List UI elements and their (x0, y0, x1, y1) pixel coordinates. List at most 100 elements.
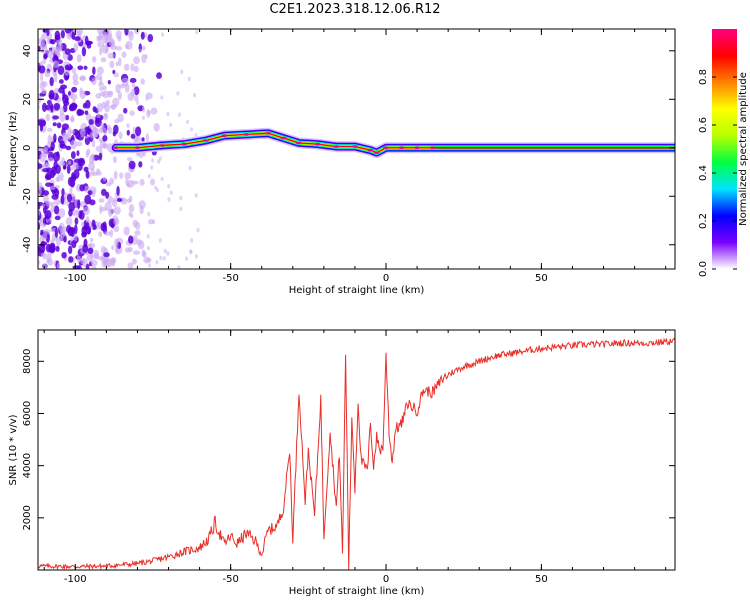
noise-blob (73, 43, 79, 52)
ridge-peak (264, 131, 271, 135)
noise-blob (57, 65, 65, 76)
noise-blob (118, 131, 123, 140)
noise-blob (74, 217, 79, 225)
noise-blob (117, 91, 123, 100)
noise-blob (189, 249, 193, 255)
noise-blob (41, 223, 46, 228)
noise-blob (66, 164, 71, 174)
noise-blob (98, 86, 105, 91)
noise-blob (194, 132, 198, 138)
noise-blob (160, 176, 164, 182)
noise-blob (177, 112, 181, 117)
noise-blob (84, 110, 89, 115)
noise-blob (80, 221, 85, 228)
noise-blob (45, 113, 51, 122)
noise-blob (59, 144, 67, 149)
colorbar-tick-label: 0.4 (698, 165, 709, 181)
noise-blob (38, 163, 43, 169)
noise-blob (43, 53, 49, 59)
noise-blob (153, 122, 160, 132)
noise-blob (42, 58, 47, 65)
noise-blob (98, 81, 104, 87)
noise-blob (103, 252, 110, 258)
noise-blob (128, 235, 134, 244)
snr-y-tick-label: 4000 (22, 453, 33, 478)
noise-blob (38, 181, 43, 191)
noise-blob (121, 51, 127, 58)
noise-blob (138, 200, 146, 209)
spectrogram-area (38, 29, 675, 269)
noise-blob (92, 127, 99, 133)
noise-blob (150, 107, 158, 115)
noise-blob (167, 184, 171, 189)
noise-blob (102, 135, 108, 142)
noise-blob (147, 33, 154, 43)
noise-blob (95, 117, 100, 124)
noise-blob (61, 226, 67, 233)
noise-blob (90, 259, 98, 267)
noise-blob (190, 238, 194, 243)
noise-blob (61, 123, 70, 131)
noise-blob (92, 66, 96, 76)
noise-blob (145, 96, 149, 101)
noise-blob (42, 168, 50, 173)
noise-blob (71, 67, 77, 74)
spectrogram-x-tick-label: 0 (383, 273, 389, 284)
noise-blob (39, 123, 44, 132)
noise-blob (70, 139, 78, 150)
noise-blob (61, 251, 67, 259)
ridge-peak (159, 144, 166, 147)
noise-blob (138, 48, 142, 54)
noise-blob (146, 234, 150, 239)
noise-blob (113, 124, 119, 135)
noise-blob (65, 114, 70, 121)
noise-blob (107, 91, 113, 98)
ridge-peak (383, 146, 390, 150)
snr-area (38, 337, 675, 570)
noise-blob (167, 197, 171, 202)
spectrogram-x-axis-label: Height of straight line (km) (289, 285, 425, 296)
noise-blob (148, 263, 152, 268)
noise-blob (128, 195, 133, 202)
noise-blob (112, 156, 117, 164)
noise-blob (68, 201, 76, 212)
snr-x-tick-label: -100 (64, 574, 87, 585)
noise-blob (54, 228, 59, 238)
noise-blob (84, 194, 92, 205)
colorbar: 0.0 0.2 0.4 0.6 0.8 Normalized spectral ampli… (698, 29, 749, 277)
ridge-peak (414, 146, 421, 150)
noise-blob (188, 165, 192, 171)
noise-blob (126, 183, 131, 188)
noise-blob (65, 145, 72, 151)
noise-blob (73, 36, 81, 41)
noise-blob (155, 260, 159, 265)
noise-blob (67, 127, 72, 136)
noise-blob (76, 54, 82, 63)
noise-blob (82, 244, 89, 253)
noise-blob (76, 108, 83, 117)
noise-blob (71, 31, 76, 40)
noise-blob (56, 39, 63, 45)
noise-blob (81, 231, 87, 238)
noise-blob (75, 141, 83, 147)
noise-blob (141, 137, 145, 142)
ridge-peak (112, 146, 119, 150)
noise-blob (55, 245, 60, 252)
noise-blob (112, 97, 120, 107)
ridge-peak (398, 146, 405, 150)
noise-blob (142, 250, 147, 258)
noise-blob (40, 72, 44, 82)
noise-blob (141, 45, 146, 51)
noise-blob (113, 225, 120, 233)
noise-blob (77, 199, 81, 210)
colorbar-gradient (712, 29, 737, 269)
ridge-peak (243, 133, 250, 136)
noise-blob (156, 72, 162, 79)
noise-blob (93, 249, 100, 259)
noise-blob (91, 56, 97, 63)
noise-blob (50, 39, 56, 45)
noise-blob (166, 251, 170, 256)
noise-blob (64, 29, 72, 34)
noise-blob (128, 203, 135, 213)
